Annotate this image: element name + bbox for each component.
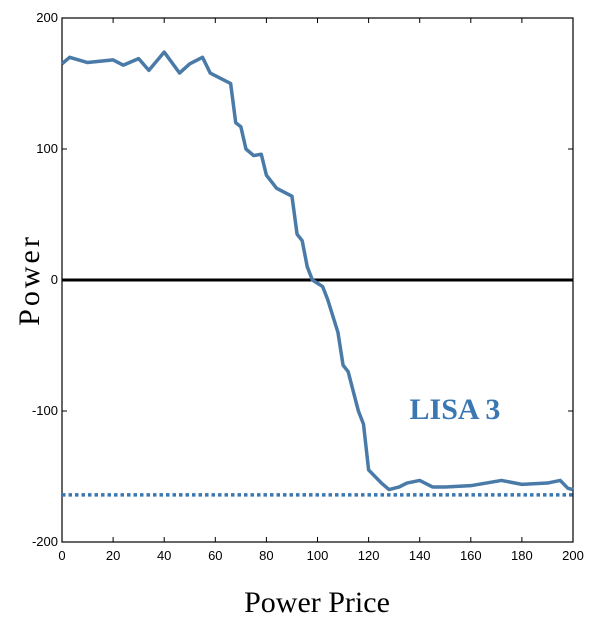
x-tick-label: 160 [460, 548, 482, 563]
annotation: LISA 3 [410, 393, 501, 426]
x-tick-label: 180 [511, 548, 533, 563]
x-axis-label: Power Price [244, 586, 390, 619]
x-tick-label: 40 [157, 548, 171, 563]
y-tick-label: 0 [51, 272, 58, 287]
y-tick-label: 200 [36, 10, 58, 25]
y-tick-label: 100 [36, 141, 58, 156]
x-tick-label: 80 [259, 548, 273, 563]
x-tick-label: 200 [562, 548, 584, 563]
x-tick-label: 60 [208, 548, 222, 563]
x-tick-label: 100 [307, 548, 329, 563]
data-line [60, 50, 574, 492]
y-tick-label: -100 [32, 403, 58, 418]
x-tick-label: 140 [409, 548, 431, 563]
y-axis-label: Power [13, 234, 46, 326]
x-tick-label: 20 [106, 548, 120, 563]
x-tick-label: 0 [58, 548, 65, 563]
y-tick-label: -200 [32, 534, 58, 549]
x-tick-label: 120 [358, 548, 380, 563]
